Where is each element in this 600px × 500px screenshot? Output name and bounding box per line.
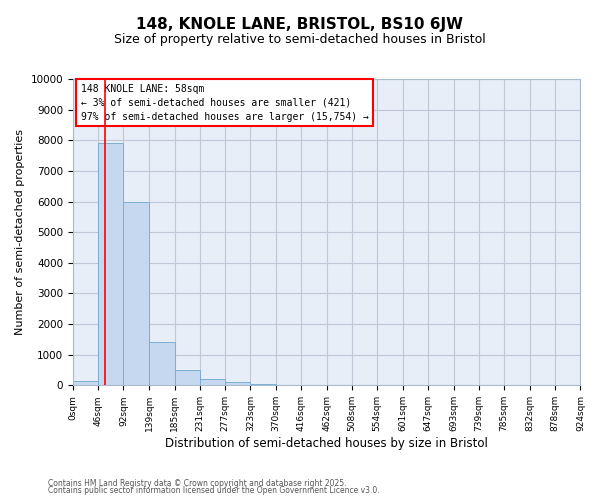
Bar	[175, 370, 200, 386]
Text: Contains public sector information licensed under the Open Government Licence v3: Contains public sector information licen…	[48, 486, 380, 495]
Bar	[250, 384, 276, 386]
Text: 148 KNOLE LANE: 58sqm
← 3% of semi-detached houses are smaller (421)
97% of semi: 148 KNOLE LANE: 58sqm ← 3% of semi-detac…	[80, 84, 368, 122]
Bar	[124, 202, 149, 386]
Bar	[225, 382, 250, 386]
Text: Size of property relative to semi-detached houses in Bristol: Size of property relative to semi-detach…	[114, 32, 486, 46]
Bar	[98, 144, 124, 386]
Y-axis label: Number of semi-detached properties: Number of semi-detached properties	[15, 129, 25, 335]
Bar	[200, 379, 225, 386]
Bar	[149, 342, 175, 386]
Text: 148, KNOLE LANE, BRISTOL, BS10 6JW: 148, KNOLE LANE, BRISTOL, BS10 6JW	[137, 18, 464, 32]
Bar	[73, 381, 98, 386]
Text: Contains HM Land Registry data © Crown copyright and database right 2025.: Contains HM Land Registry data © Crown c…	[48, 478, 347, 488]
X-axis label: Distribution of semi-detached houses by size in Bristol: Distribution of semi-detached houses by …	[165, 437, 488, 450]
